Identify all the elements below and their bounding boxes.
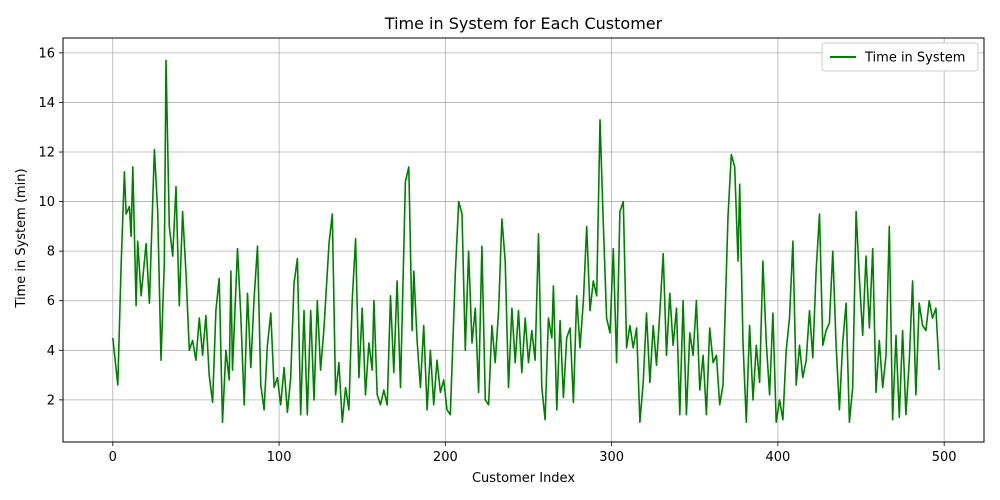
y-tick-label: 14: [38, 96, 55, 111]
y-tick-label: 8: [47, 245, 55, 260]
y-tick-label: 4: [47, 344, 55, 359]
y-tick-label: 6: [47, 294, 55, 309]
series-group: [112, 59, 940, 423]
plot-area-frame: [62, 37, 985, 443]
series-line-time-in-system: [112, 59, 940, 423]
tick-labels: 0 100 200 300 400 500 2 4 6 8 10 12 14 16: [38, 46, 956, 465]
x-tick-label: 500: [932, 450, 957, 465]
y-tick-label: 12: [38, 146, 55, 161]
x-tick-label: 300: [599, 450, 624, 465]
x-tick-label: 100: [267, 450, 292, 465]
x-axis-label: Customer Index: [472, 471, 575, 486]
legend-box: [821, 42, 979, 72]
x-tick-label: 200: [433, 450, 458, 465]
y-axis-label: Time in System (min): [14, 168, 29, 308]
x-tick-label: 400: [765, 450, 790, 465]
x-tick-label: 0: [109, 450, 117, 465]
y-tick-label: 10: [38, 195, 55, 210]
legend: Time in System: [821, 42, 979, 72]
axis-ticks: [59, 52, 945, 446]
y-tick-label: 2: [47, 393, 55, 408]
legend-label: Time in System: [864, 51, 965, 66]
y-tick-label: 16: [38, 46, 55, 61]
chart-title: Time in System for Each Customer: [384, 14, 663, 33]
